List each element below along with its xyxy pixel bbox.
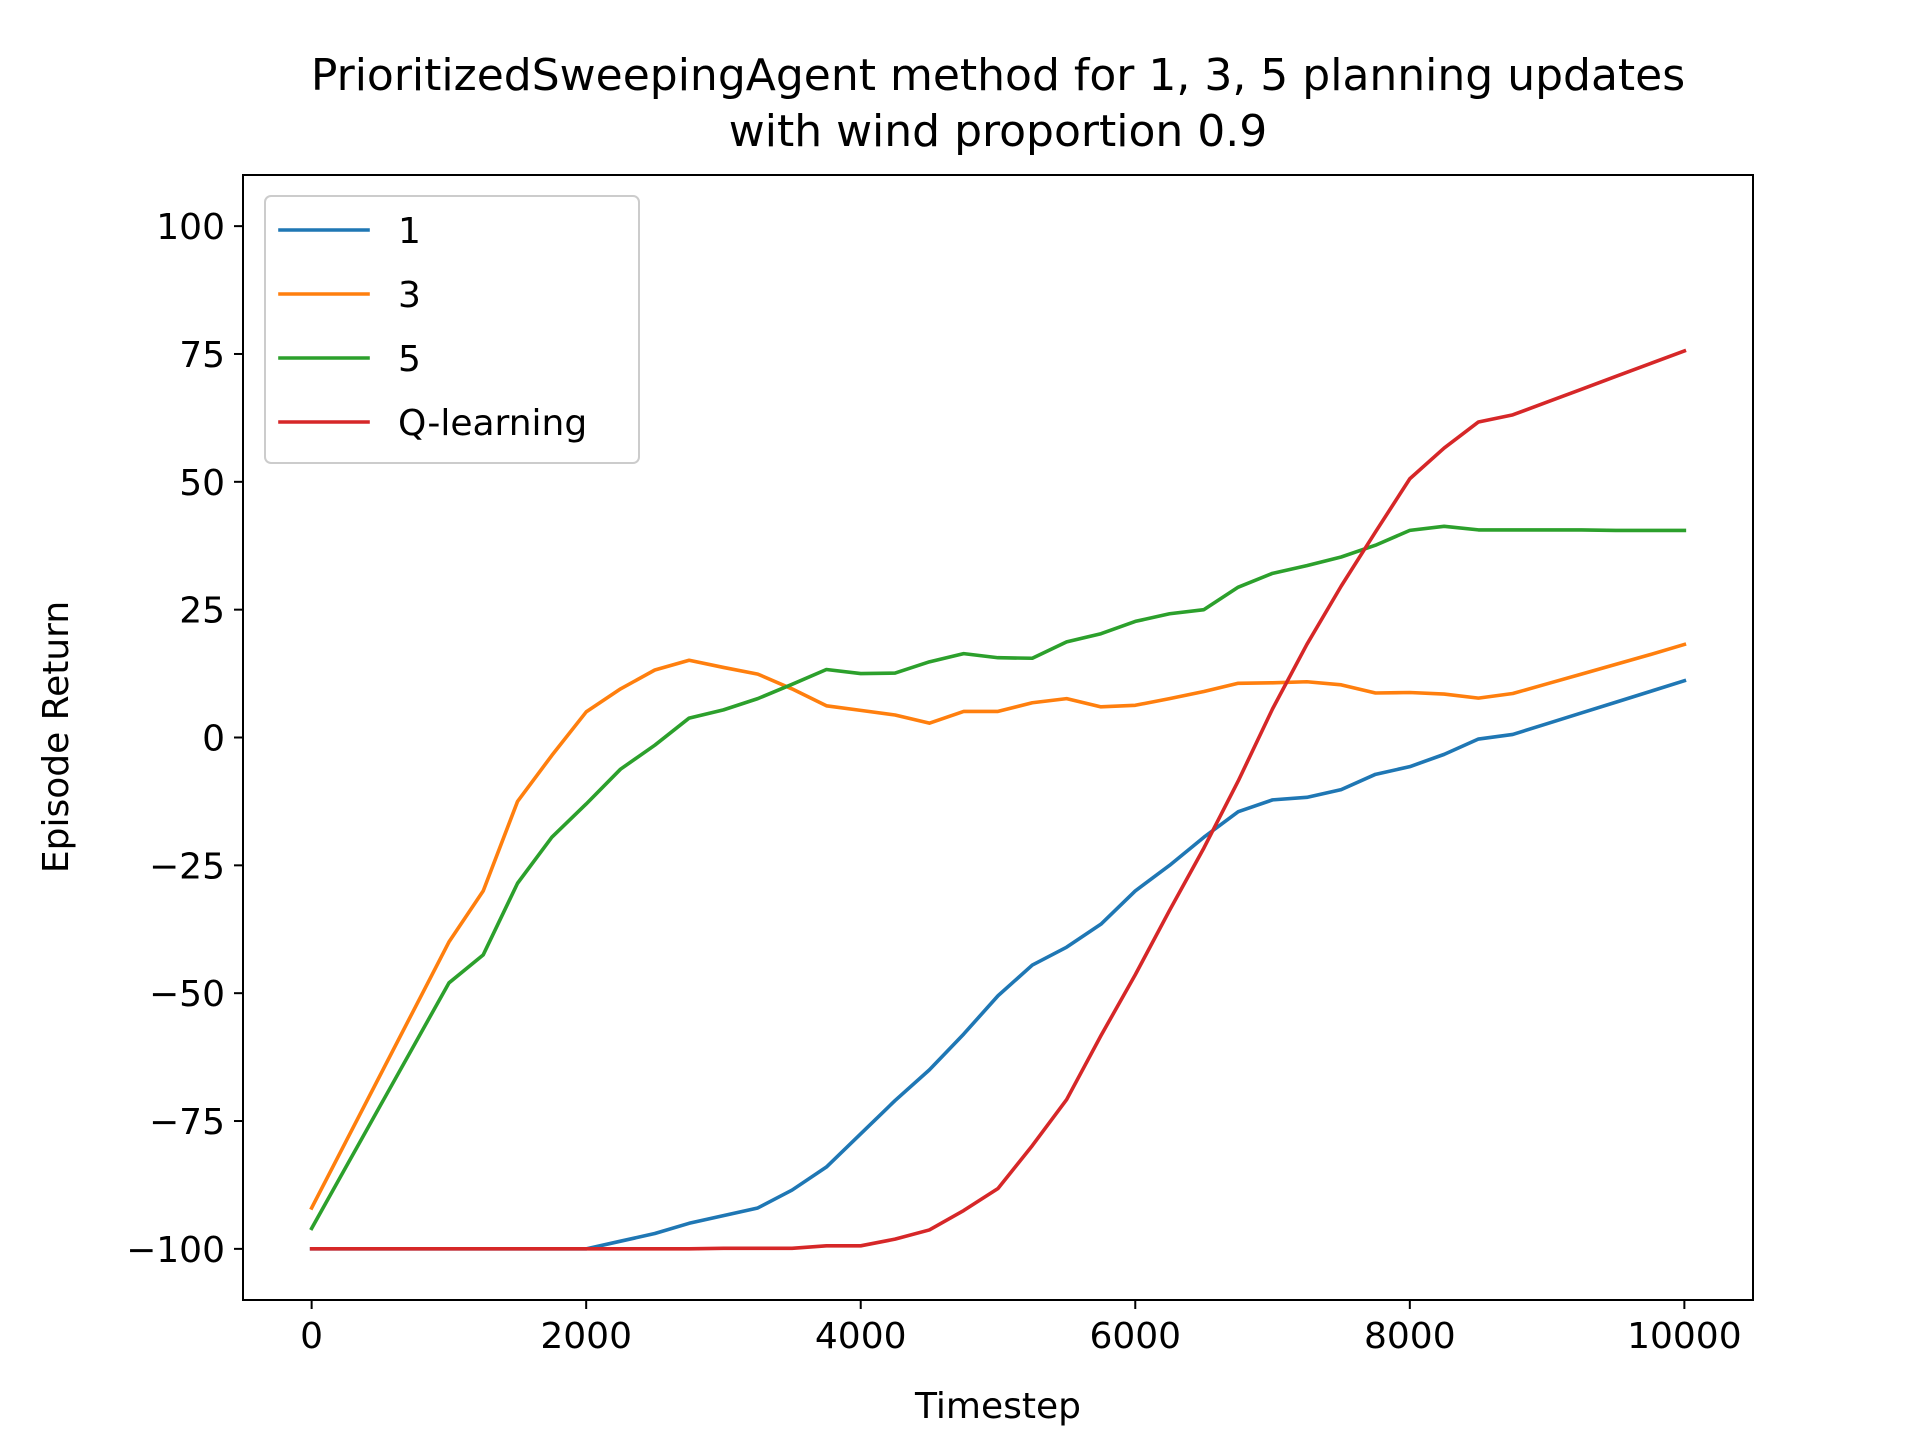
series-line-2 xyxy=(309,524,1687,1231)
x-tick-label: 10000 xyxy=(1627,1316,1742,1357)
x-tick-label: 6000 xyxy=(1089,1316,1181,1357)
series-line-3 xyxy=(309,348,1687,1251)
legend-label-1: 3 xyxy=(398,275,421,316)
y-axis-label: Episode Return xyxy=(36,601,77,873)
legend-entries: 1 3 5 Q-learning xyxy=(278,211,587,444)
x-tick-label: 8000 xyxy=(1364,1316,1456,1357)
chart-title-line-2: with wind proportion 0.9 xyxy=(729,106,1268,157)
x-tick-label: 2000 xyxy=(540,1316,632,1357)
x-axis-label: Timestep xyxy=(914,1386,1081,1427)
y-tick-label: −25 xyxy=(149,846,225,887)
ticks-layer: 0 2000 4000 6000 8000 10000 −100 −75 −50 −25 0 25 50… xyxy=(126,207,1742,1357)
y-tick-label: 50 xyxy=(179,463,225,504)
legend-box xyxy=(264,195,640,464)
legend-label-0: 1 xyxy=(398,211,421,252)
y-tick-label: 25 xyxy=(179,591,225,632)
series-layer xyxy=(309,348,1687,1251)
legend-label-3: Q-learning xyxy=(398,403,587,444)
y-tick-label: −50 xyxy=(149,974,225,1015)
y-tick-label: 100 xyxy=(156,207,225,248)
series-line-1 xyxy=(309,642,1687,1211)
plot-area-frame xyxy=(242,174,1754,1301)
legend-label-2: 5 xyxy=(398,339,421,380)
chart-title-line-1: PrioritizedSweepingAgent method for 1, 3… xyxy=(311,50,1685,101)
x-tick-label: 4000 xyxy=(815,1316,907,1357)
y-tick-label: −100 xyxy=(126,1230,225,1271)
y-tick-label: −75 xyxy=(149,1102,225,1143)
y-tick-label: 75 xyxy=(179,335,225,376)
legend: 1 3 5 Q-learning xyxy=(264,195,640,464)
x-tick-label: 0 xyxy=(300,1316,323,1357)
y-tick-label: 0 xyxy=(202,719,225,760)
